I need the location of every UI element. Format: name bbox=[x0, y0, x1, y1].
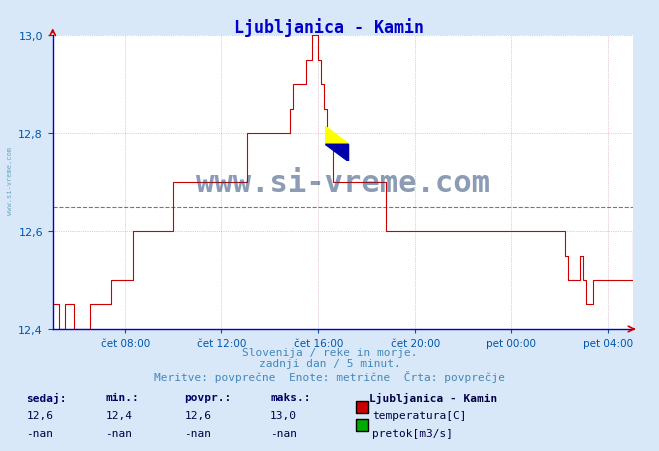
Text: zadnji dan / 5 minut.: zadnji dan / 5 minut. bbox=[258, 359, 401, 368]
Text: 12,6: 12,6 bbox=[185, 410, 212, 420]
Text: Meritve: povprečne  Enote: metrične  Črta: povprečje: Meritve: povprečne Enote: metrične Črta:… bbox=[154, 370, 505, 382]
Text: min.:: min.: bbox=[105, 392, 139, 402]
Text: sedaj:: sedaj: bbox=[26, 392, 67, 403]
Text: temperatura[C]: temperatura[C] bbox=[372, 410, 467, 420]
Text: www.si-vreme.com: www.si-vreme.com bbox=[7, 147, 13, 214]
Text: pretok[m3/s]: pretok[m3/s] bbox=[372, 428, 453, 438]
Text: Ljubljanica - Kamin: Ljubljanica - Kamin bbox=[235, 18, 424, 37]
Text: maks.:: maks.: bbox=[270, 392, 310, 402]
Text: 12,6: 12,6 bbox=[26, 410, 53, 420]
Text: -nan: -nan bbox=[105, 428, 132, 438]
Text: povpr.:: povpr.: bbox=[185, 392, 232, 402]
Text: Slovenija / reke in morje.: Slovenija / reke in morje. bbox=[242, 347, 417, 357]
Text: www.si-vreme.com: www.si-vreme.com bbox=[196, 168, 490, 197]
Text: 13,0: 13,0 bbox=[270, 410, 297, 420]
Text: -nan: -nan bbox=[185, 428, 212, 438]
Text: 12,4: 12,4 bbox=[105, 410, 132, 420]
Text: -nan: -nan bbox=[270, 428, 297, 438]
Text: Ljubljanica - Kamin: Ljubljanica - Kamin bbox=[369, 392, 498, 403]
Text: -nan: -nan bbox=[26, 428, 53, 438]
